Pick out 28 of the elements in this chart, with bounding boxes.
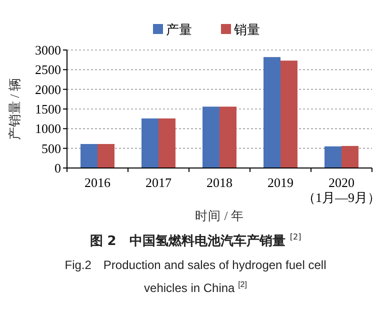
x-tick-label: 2019 xyxy=(268,175,294,190)
y-tick-label: 1500 xyxy=(35,102,61,116)
y-tick-label: 3000 xyxy=(35,42,61,58)
y-axis-title: 产销量 / 辆 xyxy=(7,78,22,140)
bar xyxy=(342,146,358,168)
subtitle: Fig.2 Production and sales of hydrogen fuel cell vehicles in China $^{[2]}$ xyxy=(64,257,328,297)
title: 图 2 中国氢燃料电池汽车产销量 $^{[2]}$ xyxy=(88,232,302,250)
bar xyxy=(264,57,280,168)
bar xyxy=(80,144,98,168)
legend-label: 产量 xyxy=(166,22,192,37)
legend-label: 销量 xyxy=(233,22,260,37)
bar xyxy=(158,118,176,168)
y-tick-label: 1000 xyxy=(35,121,61,136)
x-tick-label: 2020 （1月—9月） xyxy=(302,175,380,205)
y-tick-label: 2500 xyxy=(35,62,61,78)
x-tick-label: 2018 xyxy=(206,175,232,190)
bar xyxy=(202,106,220,168)
bar xyxy=(324,146,342,168)
y-tick-label: 2000 xyxy=(35,82,61,97)
x-tick-label: 2017 xyxy=(146,175,172,190)
bar xyxy=(280,60,298,168)
y-tick-label: 500 xyxy=(42,140,61,156)
y-tick-label: 0 xyxy=(54,160,61,176)
bar xyxy=(142,118,158,168)
bar xyxy=(98,144,114,168)
x-axis-title: 时间 / 年 xyxy=(195,209,244,223)
bar xyxy=(220,106,236,168)
x-tick-label: 2016 xyxy=(84,175,111,190)
